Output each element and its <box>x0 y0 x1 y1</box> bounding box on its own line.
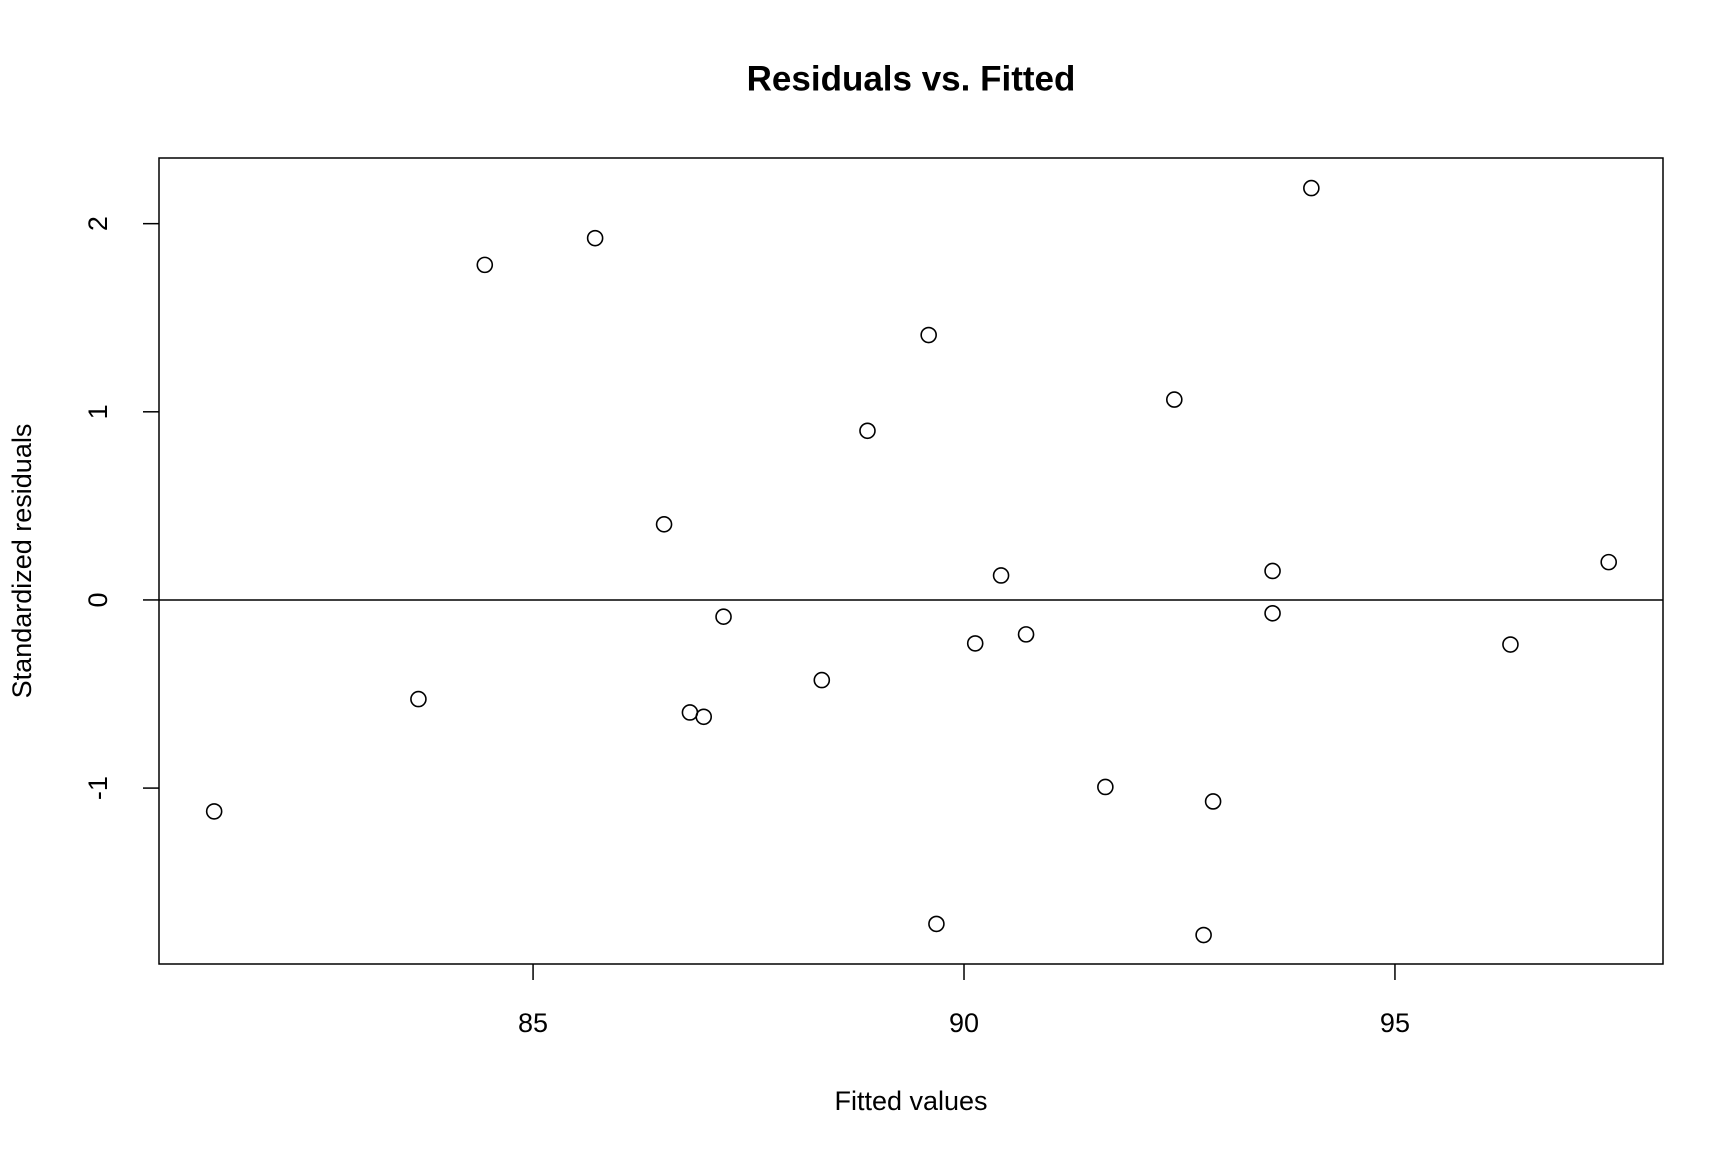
plot-frame <box>158 157 1664 965</box>
point <box>1195 926 1212 944</box>
y-tick-label: 1 <box>83 404 113 419</box>
point <box>1097 778 1114 796</box>
point <box>655 516 673 533</box>
point <box>205 803 223 820</box>
point <box>920 326 937 344</box>
point <box>1303 179 1320 197</box>
y-tick-label: 2 <box>83 216 113 231</box>
point <box>966 635 984 652</box>
point <box>1017 626 1035 643</box>
x-tick-label: 85 <box>518 1008 548 1038</box>
point <box>859 422 876 440</box>
x-tick-label: 90 <box>949 1008 979 1038</box>
point <box>1600 553 1618 571</box>
x-axis-label: Fitted values <box>834 1086 987 1116</box>
point <box>992 567 1010 584</box>
y-axis-label: Standardized residuals <box>7 424 37 699</box>
point <box>476 256 494 274</box>
point <box>586 229 604 247</box>
chart-title: Residuals vs. Fitted <box>747 59 1076 98</box>
point <box>928 915 945 933</box>
point <box>715 608 732 625</box>
point <box>1502 636 1519 653</box>
point <box>1264 562 1281 580</box>
point <box>695 708 713 726</box>
point <box>410 690 427 708</box>
x-tick-label: 95 <box>1380 1008 1410 1038</box>
point <box>813 671 831 689</box>
point <box>1204 793 1222 810</box>
y-tick-label: 0 <box>83 592 113 607</box>
y-tick-label: -1 <box>83 776 113 800</box>
point <box>681 704 699 721</box>
point <box>1264 605 1281 622</box>
point <box>1166 391 1183 408</box>
